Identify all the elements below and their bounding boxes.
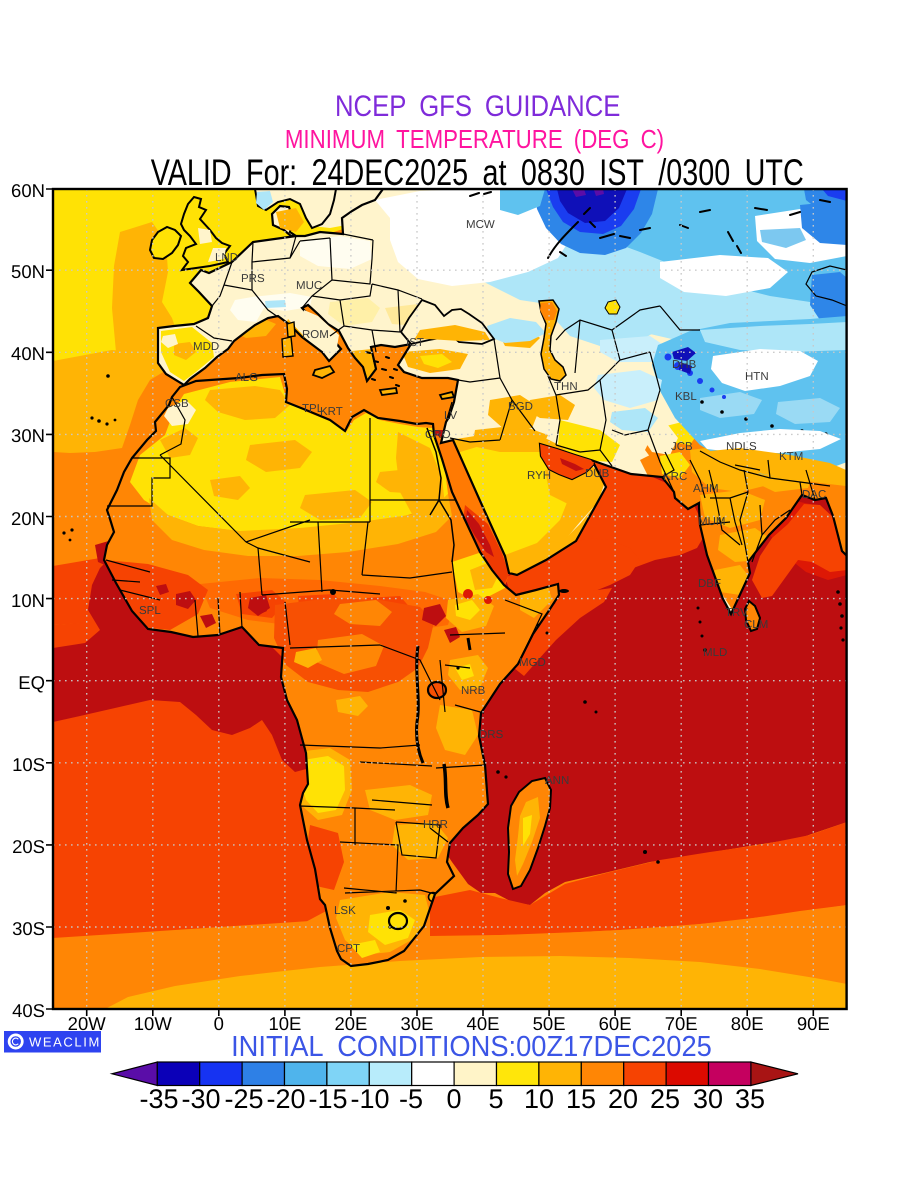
- svg-text:DUB: DUB: [585, 468, 610, 480]
- svg-text:20W: 20W: [68, 1013, 107, 1034]
- svg-text:20E: 20E: [334, 1013, 367, 1034]
- svg-text:25: 25: [650, 1084, 680, 1114]
- svg-text:TPL: TPL: [302, 403, 324, 415]
- svg-text:40E: 40E: [467, 1013, 500, 1034]
- svg-text:30N: 30N: [11, 425, 45, 446]
- svg-text:-10: -10: [350, 1084, 389, 1114]
- svg-text:10N: 10N: [11, 590, 45, 611]
- svg-text:MDD: MDD: [193, 341, 219, 353]
- svg-text:DAC: DAC: [802, 489, 826, 501]
- svg-text:LV: LV: [444, 410, 458, 422]
- svg-text:MUM: MUM: [698, 516, 725, 528]
- svg-text:90E: 90E: [797, 1013, 830, 1034]
- svg-text:RYH: RYH: [527, 470, 551, 482]
- svg-text:-30: -30: [181, 1084, 220, 1114]
- svg-text:MUC: MUC: [296, 280, 322, 292]
- svg-text:60E: 60E: [599, 1013, 632, 1034]
- svg-text:KBL: KBL: [675, 391, 697, 403]
- svg-text:DHB: DHB: [672, 359, 697, 371]
- svg-text:30E: 30E: [401, 1013, 434, 1034]
- svg-text:30: 30: [693, 1084, 723, 1114]
- svg-text:KTM: KTM: [779, 451, 803, 463]
- svg-text:SPL: SPL: [139, 605, 161, 617]
- svg-text:MCW: MCW: [466, 219, 495, 231]
- svg-text:HRR: HRR: [423, 819, 448, 831]
- svg-text:80E: 80E: [731, 1013, 764, 1034]
- svg-text:-5: -5: [399, 1084, 423, 1114]
- svg-text:IST: IST: [406, 337, 424, 349]
- svg-text:ALG: ALG: [235, 372, 258, 384]
- svg-text:MLD: MLD: [703, 647, 727, 659]
- svg-text:10E: 10E: [268, 1013, 301, 1034]
- svg-text:0: 0: [214, 1013, 224, 1034]
- svg-text:10W: 10W: [134, 1013, 173, 1034]
- svg-text:-20: -20: [266, 1084, 305, 1114]
- svg-text:WEACLIM: WEACLIM: [29, 1035, 101, 1050]
- svg-text:BGD: BGD: [508, 401, 533, 413]
- svg-text:MGD: MGD: [519, 657, 546, 669]
- svg-text:15: 15: [566, 1084, 596, 1114]
- svg-text:-25: -25: [224, 1084, 263, 1114]
- svg-text:NRB: NRB: [461, 685, 486, 697]
- svg-text:KRC: KRC: [663, 471, 687, 483]
- svg-text:DBF: DBF: [698, 578, 721, 590]
- svg-text:0: 0: [446, 1084, 461, 1114]
- svg-text:-15: -15: [308, 1084, 347, 1114]
- svg-text:CRO: CRO: [425, 429, 451, 441]
- svg-text:40S: 40S: [12, 1000, 45, 1021]
- svg-text:PRS: PRS: [241, 273, 265, 285]
- svg-text:CLM: CLM: [744, 619, 768, 631]
- svg-text:NDLS: NDLS: [726, 441, 757, 453]
- svg-text:20S: 20S: [12, 836, 45, 857]
- svg-text:60N: 60N: [11, 180, 45, 201]
- svg-text:KRT: KRT: [320, 406, 343, 418]
- svg-text:ANN: ANN: [545, 775, 569, 787]
- svg-text:JCB: JCB: [671, 441, 693, 453]
- svg-text:35: 35: [735, 1084, 765, 1114]
- svg-text:5: 5: [488, 1084, 503, 1114]
- svg-text:10: 10: [524, 1084, 554, 1114]
- svg-text:50N: 50N: [11, 261, 45, 282]
- svg-text:TRV: TRV: [725, 607, 748, 619]
- svg-text:50E: 50E: [533, 1013, 566, 1034]
- svg-text:20: 20: [608, 1084, 638, 1114]
- svg-text:30S: 30S: [12, 918, 45, 939]
- svg-text:CPT: CPT: [337, 943, 360, 955]
- svg-text:THN: THN: [554, 381, 578, 393]
- svg-text:40N: 40N: [11, 343, 45, 364]
- svg-text:CSB: CSB: [165, 398, 189, 410]
- svg-text:LND: LND: [215, 252, 238, 264]
- svg-text:70E: 70E: [665, 1013, 698, 1034]
- svg-text:HTN: HTN: [745, 371, 769, 383]
- svg-text:ROM: ROM: [302, 329, 329, 341]
- svg-text:AHM: AHM: [693, 483, 719, 495]
- svg-text:DRS: DRS: [479, 729, 504, 741]
- svg-text:LSK: LSK: [334, 905, 356, 917]
- svg-text:EQ: EQ: [18, 672, 45, 693]
- svg-text:-35: -35: [139, 1084, 178, 1114]
- svg-text:20N: 20N: [11, 508, 45, 529]
- svg-text:10S: 10S: [12, 754, 45, 775]
